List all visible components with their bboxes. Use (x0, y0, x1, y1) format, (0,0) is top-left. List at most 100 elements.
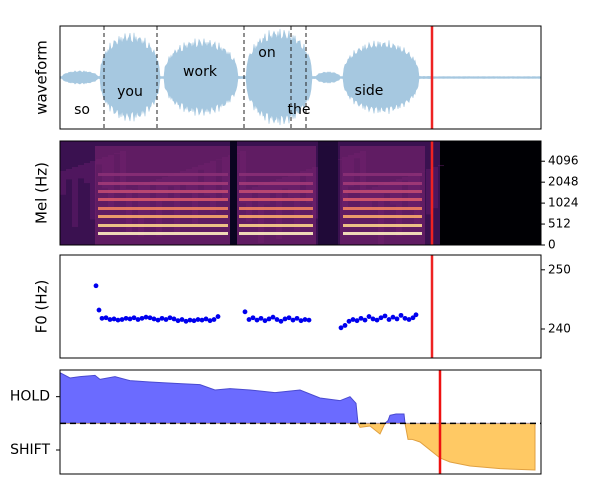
harmonic (239, 215, 313, 218)
f0-point (163, 317, 169, 322)
harmonic (343, 215, 422, 218)
spectrogram-gap (318, 141, 338, 245)
panel-frame (59, 140, 542, 246)
spectrogram-noise (66, 169, 72, 180)
spectrogram-noise (72, 167, 78, 227)
harmonic (98, 224, 228, 227)
f0-point (390, 314, 396, 320)
y-tick-label: SHIFT (10, 442, 50, 458)
spectrogram-gap (230, 141, 237, 245)
harmonic (239, 173, 313, 176)
f0-point (207, 318, 213, 324)
word-label: so (74, 102, 90, 118)
f0-point (191, 318, 197, 324)
harmonic (343, 207, 422, 210)
panel-frame (59, 254, 542, 359)
f0-point (362, 317, 368, 323)
f0-point (246, 317, 252, 322)
word-label: side (355, 83, 384, 99)
f0-point (99, 315, 105, 321)
f0-point (350, 317, 356, 322)
harmonic (343, 182, 422, 185)
plot-area (60, 141, 541, 245)
f0-point (402, 315, 408, 321)
f0-point (370, 316, 376, 322)
harmonic (98, 207, 228, 210)
f0-point (135, 317, 141, 322)
harmonic (239, 207, 313, 210)
f0-point (167, 315, 173, 321)
spectrogram-noise (60, 171, 66, 195)
f0-point (302, 317, 308, 322)
spectrogram-noise (336, 159, 342, 160)
f0-point (250, 315, 256, 321)
f0-point (107, 317, 113, 322)
panel: 0 512 1024 2048 4096 Mel (Hz) (33, 140, 579, 252)
y-tick-label: HOLD (10, 389, 50, 405)
harmonic (98, 198, 228, 201)
y-tick-label: 1024 (548, 196, 579, 210)
spectrogram-noise (432, 167, 438, 209)
f0-point (96, 307, 102, 313)
harmonic (343, 198, 422, 201)
f0-point (111, 316, 117, 322)
f0-point (143, 314, 149, 320)
f0-point (183, 318, 189, 324)
spectrogram-noise (438, 165, 444, 167)
f0-point (159, 315, 165, 321)
y-axis-label: F0 (Hz) (33, 280, 51, 334)
spectrogram-noise (84, 163, 90, 184)
y-tick-label: 512 (548, 217, 571, 231)
y-tick-label: 2048 (548, 175, 579, 189)
panel: so you work on the side waveform (33, 25, 542, 130)
panel: 240 250 F0 (Hz) (33, 254, 571, 359)
f0-point (199, 317, 205, 323)
f0-point (127, 316, 133, 322)
f0-point (410, 315, 416, 321)
f0-point (123, 315, 129, 321)
harmonic (239, 198, 313, 201)
f0-point (175, 318, 181, 324)
f0-point (203, 316, 209, 322)
f0-point (386, 317, 392, 322)
plot-area (60, 372, 536, 471)
panel-frame (59, 25, 542, 130)
hold-area (60, 372, 536, 424)
waveform-signal (60, 28, 541, 126)
f0-point (394, 316, 400, 322)
spectrogram-silence (440, 141, 541, 245)
y-axis-label: waveform (33, 40, 51, 115)
f0-point (290, 317, 296, 323)
spectrogram-voiced (340, 146, 425, 245)
f0-point (354, 318, 360, 324)
word-label: the (288, 102, 311, 118)
f0-point (294, 315, 300, 321)
shift-area (60, 423, 536, 471)
harmonic (343, 190, 422, 193)
f0-point (262, 318, 268, 324)
harmonic (98, 173, 228, 176)
harmonic (98, 182, 228, 185)
spectrogram-voiced (236, 146, 316, 245)
f0-point (338, 325, 344, 331)
harmonic (98, 232, 228, 235)
f0-point (266, 316, 272, 322)
f0-point (306, 317, 312, 323)
f0-point (406, 317, 412, 322)
y-axis-label: Mel (Hz) (33, 162, 51, 224)
f0-point (155, 317, 161, 323)
harmonic (343, 224, 422, 227)
harmonic (239, 232, 313, 235)
panel: HOLD SHIFT (10, 369, 542, 475)
f0-point (282, 316, 288, 322)
f0-point (258, 315, 264, 321)
y-tick-label: 0 (548, 238, 556, 252)
f0-point (131, 315, 137, 321)
f0-point (147, 315, 153, 321)
f0-point (215, 314, 221, 319)
harmonic (239, 190, 313, 193)
f0-point (374, 317, 380, 323)
spectrogram-noise (426, 169, 432, 215)
f0-point (187, 317, 193, 323)
f0-point (278, 318, 284, 324)
